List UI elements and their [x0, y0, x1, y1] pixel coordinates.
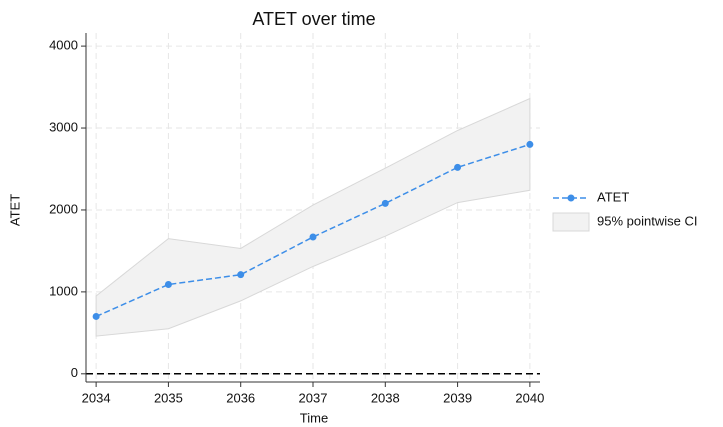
x-tick-label: 2034: [82, 390, 111, 405]
y-tick-label: 2000: [49, 201, 78, 216]
legend-marker: [567, 194, 575, 202]
legend-label: ATET: [597, 189, 629, 204]
point: [454, 163, 462, 171]
y-axis-label: ATET: [7, 194, 22, 226]
x-tick-label: 2036: [226, 390, 255, 405]
ci-band: [95, 97, 531, 337]
point: [309, 233, 317, 241]
x-tick-label: 2039: [443, 390, 472, 405]
chart-title: ATET over time: [252, 9, 375, 29]
x-tick-label: 2038: [371, 390, 400, 405]
point: [92, 312, 100, 320]
point: [237, 271, 245, 279]
y-tick-label: 1000: [49, 283, 78, 298]
x-tick-label: 2037: [299, 390, 328, 405]
x-tick-label: 2035: [154, 390, 183, 405]
point: [381, 199, 389, 207]
point: [164, 281, 172, 289]
point: [526, 140, 534, 148]
x-tick-label: 2040: [515, 390, 544, 405]
legend-label: 95% pointwise CI: [597, 213, 697, 228]
x-axis-label: Time: [300, 410, 328, 425]
y-tick-label: 3000: [49, 119, 78, 134]
y-tick-label: 4000: [49, 38, 78, 53]
y-tick-label: 0: [71, 365, 78, 380]
legend-swatch: [552, 212, 590, 232]
